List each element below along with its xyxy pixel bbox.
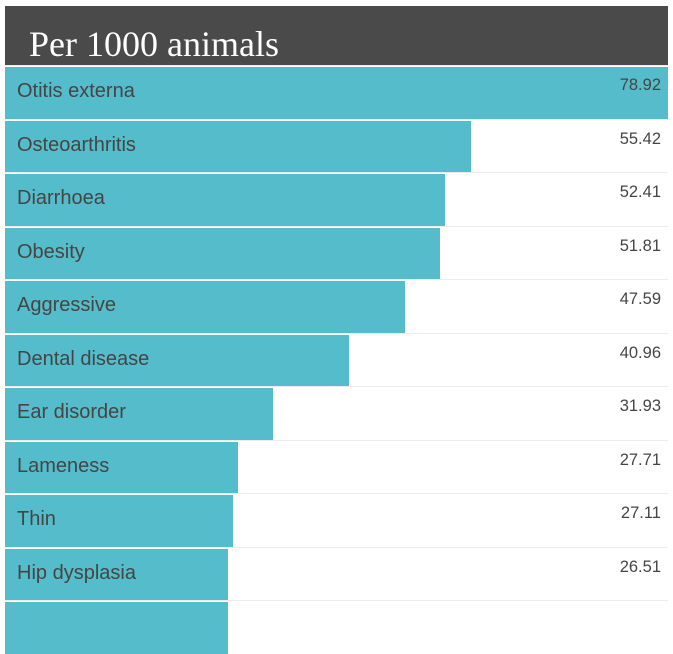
bar [5, 495, 233, 547]
bar [5, 67, 668, 119]
value-label: 26.51 [619, 557, 661, 576]
value-label: 47.59 [619, 290, 661, 308]
bar-row: Osteoarthritis 55.42 [5, 118, 668, 172]
bar [5, 441, 238, 493]
value-label: 78.92 [619, 76, 661, 94]
bar [5, 548, 228, 600]
bar-label: Lameness [17, 454, 110, 477]
bar-label: Hip dysplasia [17, 561, 136, 584]
bar-label: Thin [17, 508, 56, 530]
bar-row [5, 600, 668, 654]
bar [5, 334, 350, 386]
bar [5, 174, 446, 226]
bar-label: Otitis externa [17, 80, 135, 102]
bar-label: Osteoarthritis [17, 133, 136, 156]
value-label: 31.93 [619, 397, 661, 415]
bar-row: Thin 27.11 [5, 493, 668, 547]
value-label: 55.42 [619, 129, 661, 148]
bar [5, 281, 405, 333]
bar [5, 388, 274, 440]
bar-label: Aggressive [17, 294, 116, 316]
bar [5, 227, 441, 279]
bar-row: Hip dysplasia 26.51 [5, 546, 668, 600]
bar-row: Lameness 27.71 [5, 439, 668, 493]
value-label: 27.11 [620, 504, 661, 522]
bar-label: Ear disorder [17, 401, 126, 423]
chart-header: Per 1000 animals [5, 6, 668, 65]
value-label: 40.96 [619, 343, 661, 362]
value-label: 27.71 [619, 450, 661, 469]
bar [5, 120, 471, 172]
bar-row: Aggressive 47.59 [5, 279, 668, 333]
bar [5, 602, 228, 654]
value-label: 52.41 [619, 183, 661, 201]
bar-row: Ear disorder 31.93 [5, 386, 668, 440]
bar-row: Dental disease 40.96 [5, 332, 668, 386]
bar-row: Diarrhoea 52.41 [5, 172, 668, 226]
value-label: 51.81 [619, 236, 661, 255]
bar-label: Dental disease [17, 347, 150, 370]
bar-row: Obesity 51.81 [5, 225, 668, 279]
bar-row: Otitis externa 78.92 [5, 65, 668, 119]
chart-title: Per 1000 animals [29, 24, 279, 64]
bar-label: Obesity [17, 240, 85, 263]
bar-label: Diarrhoea [17, 187, 105, 209]
